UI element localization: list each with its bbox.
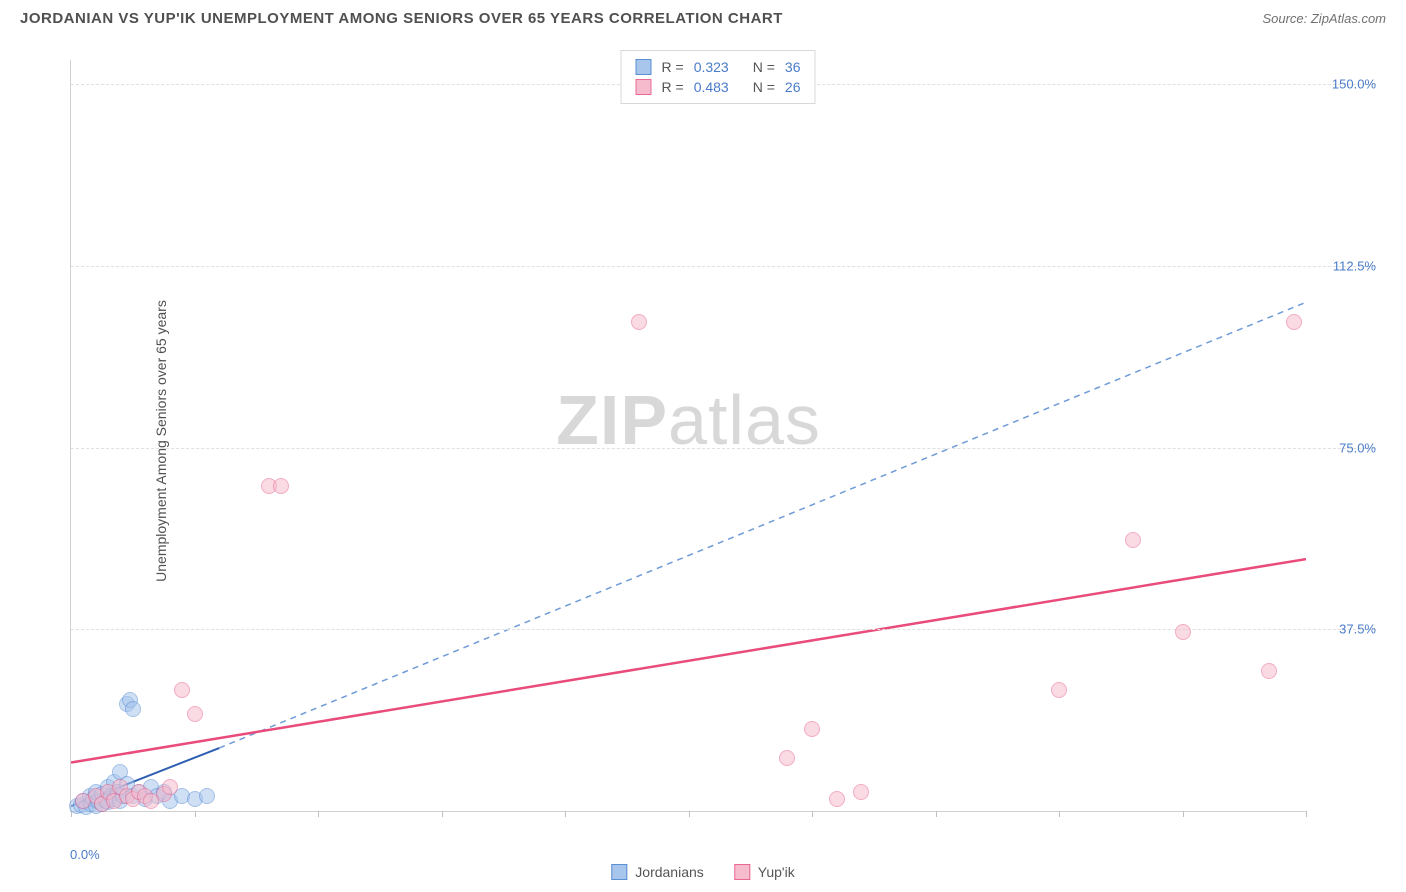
x-tick	[1306, 811, 1307, 817]
plot-area: ZIPatlas 37.5%75.0%112.5%150.0%	[70, 60, 1306, 812]
x-tick	[936, 811, 937, 817]
legend-item: Yup'ik	[734, 864, 795, 880]
source-credit: Source: ZipAtlas.com	[1262, 11, 1386, 26]
y-tick-label: 37.5%	[1339, 622, 1376, 637]
n-label: N =	[753, 79, 775, 95]
legend-item: Jordanians	[611, 864, 704, 880]
data-point	[187, 706, 203, 722]
data-point	[174, 682, 190, 698]
x-tick	[318, 811, 319, 817]
r-value: 0.323	[694, 59, 729, 75]
y-tick-label: 75.0%	[1339, 440, 1376, 455]
n-value: 26	[785, 79, 801, 95]
x-tick	[689, 811, 690, 817]
data-point	[199, 788, 215, 804]
data-point	[631, 314, 647, 330]
data-point	[1051, 682, 1067, 698]
data-point	[1125, 532, 1141, 548]
data-point	[1175, 624, 1191, 640]
data-point	[853, 784, 869, 800]
x-min-label: 0.0%	[70, 847, 100, 862]
chart-container: Unemployment Among Seniors over 65 years…	[50, 50, 1386, 832]
x-tick	[442, 811, 443, 817]
r-label: R =	[662, 79, 684, 95]
data-point	[125, 701, 141, 717]
legend-swatch	[636, 59, 652, 75]
data-point	[829, 791, 845, 807]
n-value: 36	[785, 59, 801, 75]
gridline	[71, 266, 1376, 267]
gridline	[71, 448, 1376, 449]
x-tick	[812, 811, 813, 817]
n-label: N =	[753, 59, 775, 75]
series-legend: Jordanians Yup'ik	[611, 864, 794, 880]
legend-stat-row: R = 0.323 N = 36	[636, 57, 801, 77]
header: JORDANIAN VS YUP'IK UNEMPLOYMENT AMONG S…	[0, 0, 1406, 27]
correlation-legend: R = 0.323 N = 36 R = 0.483 N = 26	[621, 50, 816, 104]
x-tick	[565, 811, 566, 817]
x-tick	[1059, 811, 1060, 817]
y-tick-label: 150.0%	[1332, 77, 1376, 92]
legend-swatch	[636, 79, 652, 95]
data-point	[1286, 314, 1302, 330]
data-point	[162, 779, 178, 795]
chart-title: JORDANIAN VS YUP'IK UNEMPLOYMENT AMONG S…	[20, 10, 783, 27]
legend-stat-row: R = 0.483 N = 26	[636, 77, 801, 97]
data-point	[273, 478, 289, 494]
legend-label: Jordanians	[635, 864, 704, 880]
r-label: R =	[662, 59, 684, 75]
legend-label: Yup'ik	[758, 864, 795, 880]
x-tick	[1183, 811, 1184, 817]
data-point	[1261, 663, 1277, 679]
legend-swatch	[611, 864, 627, 880]
data-point	[804, 721, 820, 737]
trend-lines	[71, 60, 1306, 811]
legend-swatch	[734, 864, 750, 880]
data-point	[779, 750, 795, 766]
r-value: 0.483	[694, 79, 729, 95]
x-tick	[195, 811, 196, 817]
y-tick-label: 112.5%	[1333, 258, 1376, 273]
